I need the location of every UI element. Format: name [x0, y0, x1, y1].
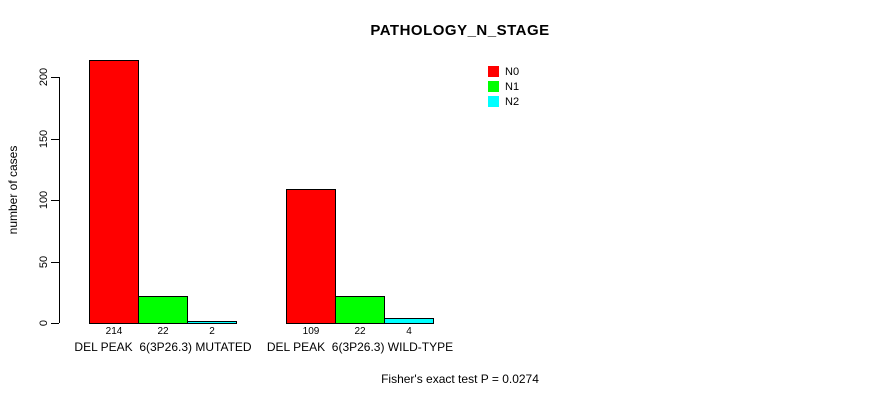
legend-swatch — [488, 66, 499, 77]
bar — [187, 321, 237, 324]
y-tick-mark — [51, 323, 59, 324]
y-tick-mark — [51, 139, 59, 140]
y-tick-label: 0 — [38, 319, 50, 327]
bar — [89, 60, 139, 324]
y-tick-label: 50 — [38, 255, 50, 269]
y-tick-mark — [51, 77, 59, 78]
bar — [138, 296, 188, 324]
legend-swatch — [488, 81, 499, 92]
bar-value-label: 22 — [354, 326, 366, 337]
legend-label: N0 — [505, 65, 520, 78]
y-tick-mark — [51, 200, 59, 201]
x-category-label: DEL PEAK 6(3P26.3) WILD-TYPE — [266, 340, 454, 354]
y-tick-label: 150 — [38, 129, 50, 149]
bar-value-label: 214 — [105, 326, 123, 337]
y-tick-label: 200 — [38, 67, 50, 87]
y-tick-label: 100 — [38, 190, 50, 210]
legend-item: N1 — [488, 79, 519, 94]
legend-item: N0 — [488, 64, 519, 79]
bar-value-label: 109 — [302, 326, 320, 337]
legend: N0 N1 N2 — [488, 64, 519, 109]
x-category-label: DEL PEAK 6(3P26.3) MUTATED — [74, 340, 252, 354]
legend-label: N2 — [505, 95, 520, 108]
chart-title: PATHOLOGY_N_STAGE — [370, 22, 550, 39]
bar — [335, 296, 385, 324]
y-tick-mark — [51, 262, 59, 263]
bar-value-label: 2 — [209, 326, 215, 337]
legend-item: N2 — [488, 94, 519, 109]
legend-label: N1 — [505, 80, 520, 93]
legend-swatch — [488, 96, 499, 107]
y-axis-line — [59, 77, 60, 323]
footnote-text: Fisher's exact test P = 0.0274 — [381, 372, 539, 386]
bar-value-label: 22 — [157, 326, 169, 337]
bar-value-label: 4 — [406, 326, 412, 337]
bar — [384, 318, 434, 324]
bar — [286, 189, 336, 324]
